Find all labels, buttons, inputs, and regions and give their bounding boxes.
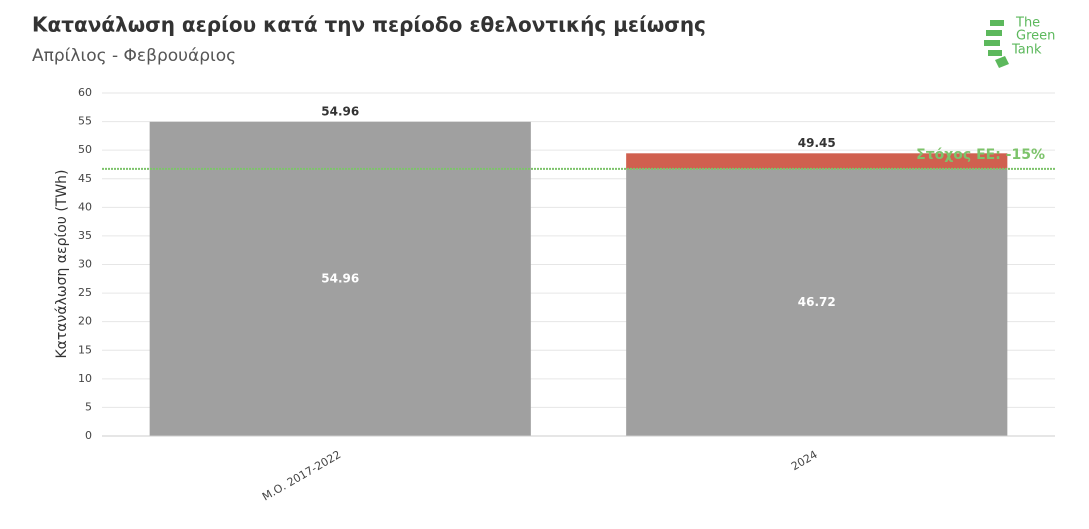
y-axis-label: Κατανάλωση αερίου (TWh) xyxy=(54,169,70,358)
y-tick-label: 40 xyxy=(78,200,92,213)
y-tick-label: 15 xyxy=(78,343,92,356)
chart-title: Κατανάλωση αερίου κατά την περίοδο εθελο… xyxy=(32,13,706,37)
logo-text: Tank xyxy=(1011,43,1042,58)
x-tick-label: Μ.Ο. 2017-2022 xyxy=(260,448,343,504)
y-tick-label: 45 xyxy=(78,172,92,185)
logo-text: Green xyxy=(1016,29,1055,44)
target-label: Στόχος ΕΕ: -15% xyxy=(916,147,1045,163)
y-tick-label: 25 xyxy=(78,286,92,299)
y-tick-label: 60 xyxy=(78,86,92,99)
y-tick-label: 0 xyxy=(85,429,92,442)
logo: The Green Tank xyxy=(984,16,1055,68)
chart-subtitle: Απρίλιος - Φεβρουάριος xyxy=(32,46,236,66)
value-label: 46.72 xyxy=(798,295,836,309)
bar-segment xyxy=(626,153,1008,169)
total-label: 49.45 xyxy=(798,136,836,150)
y-tick-label: 50 xyxy=(78,143,92,156)
y-tick-label: 20 xyxy=(78,315,92,328)
y-tick-label: 5 xyxy=(85,400,92,413)
y-tick-label: 30 xyxy=(78,258,92,271)
x-tick-label: 2024 xyxy=(789,448,820,473)
value-label: 54.96 xyxy=(321,271,359,285)
y-tick-label: 10 xyxy=(78,372,92,385)
bar-segment xyxy=(149,121,531,436)
y-tick-label: 35 xyxy=(78,229,92,242)
logo-text: The xyxy=(1015,16,1040,31)
bar-segment xyxy=(626,168,1008,436)
y-tick-label: 55 xyxy=(78,115,92,128)
total-label: 54.96 xyxy=(321,104,359,118)
